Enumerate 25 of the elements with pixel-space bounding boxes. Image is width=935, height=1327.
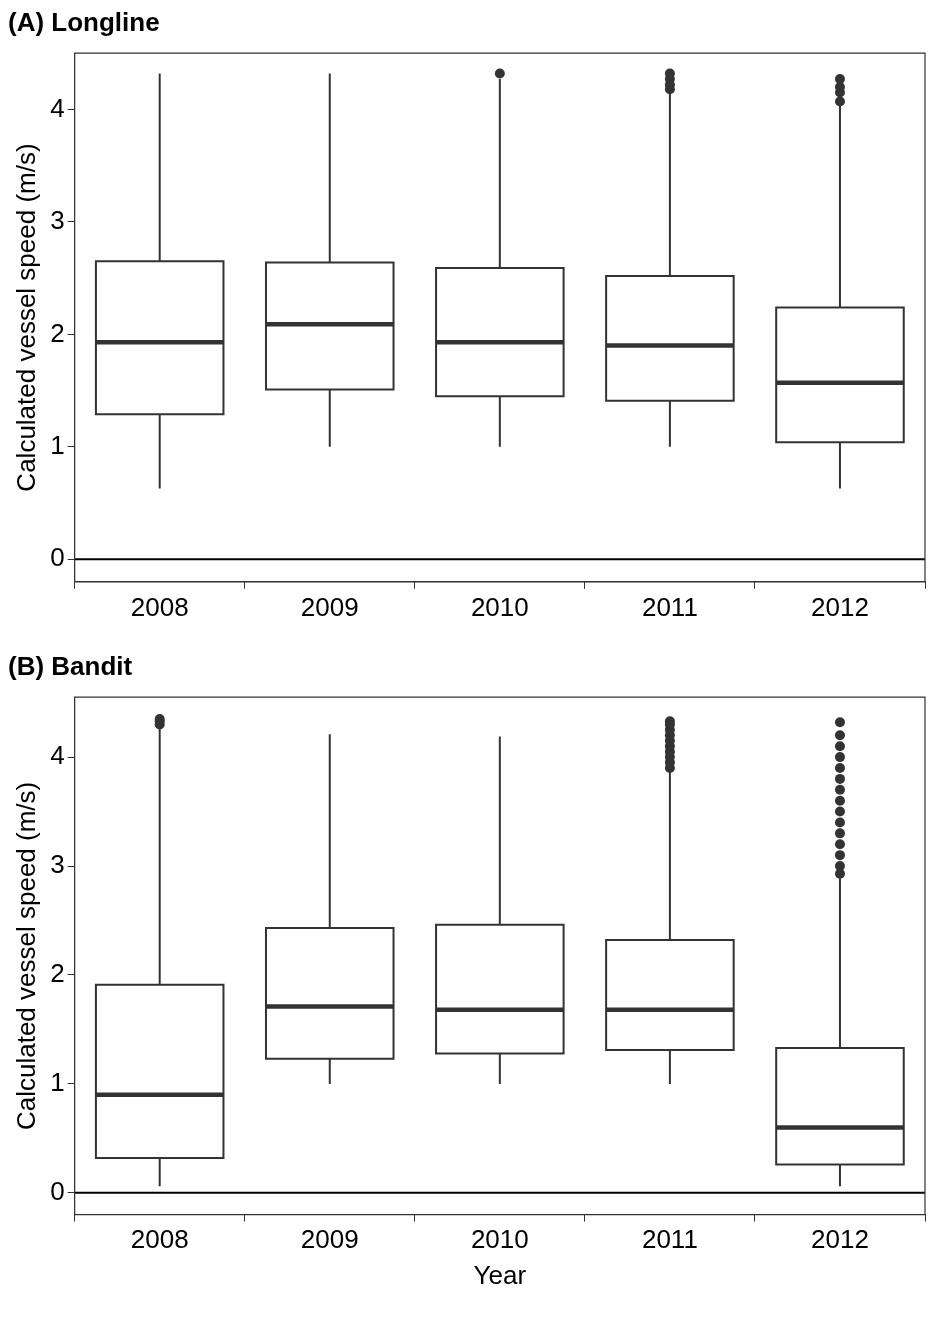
x-tick-label: 2012 <box>811 1224 869 1255</box>
y-tick-label: 1 <box>50 430 65 461</box>
x-tick-label: 2008 <box>130 591 189 622</box>
x-tick-label: 2011 <box>641 1224 698 1255</box>
y-tick-label: 4 <box>50 92 65 123</box>
chart-title: (A) Longline <box>8 6 160 37</box>
x-tick-label: 2009 <box>300 591 359 622</box>
x-tick-label: 2009 <box>300 1224 359 1255</box>
x-tick-label: 2011 <box>641 591 698 622</box>
y-tick-label: 2 <box>50 958 65 989</box>
y-axis-title: Calculated vessel speed (m/s) <box>10 143 41 492</box>
x-tick-label: 2010 <box>470 1224 529 1255</box>
y-tick-label: 2 <box>50 317 65 348</box>
y-tick-label: 0 <box>50 1175 65 1206</box>
x-tick-label: 2010 <box>470 591 529 622</box>
y-axis-title: Calculated vessel speed (m/s) <box>10 781 41 1131</box>
y-tick-label: 1 <box>50 1067 65 1098</box>
chart-title: (B) Bandit <box>8 650 133 681</box>
y-tick-label: 4 <box>50 740 65 771</box>
y-tick-label: 3 <box>50 205 65 236</box>
x-axis-title: Year <box>473 1259 527 1290</box>
y-tick-label: 0 <box>50 542 65 573</box>
x-tick-label: 2012 <box>811 591 869 622</box>
y-tick-label: 3 <box>50 849 65 880</box>
x-tick-label: 2008 <box>130 1224 189 1255</box>
